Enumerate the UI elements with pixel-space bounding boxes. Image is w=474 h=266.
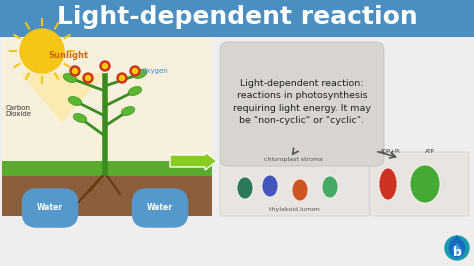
Text: Light-dependent reaction: Light-dependent reaction [56,5,418,29]
Polygon shape [449,236,465,258]
Circle shape [102,64,108,69]
Ellipse shape [262,175,278,197]
Ellipse shape [68,97,82,105]
Text: thylakoid lumen: thylakoid lumen [269,207,319,212]
Circle shape [20,29,64,73]
Ellipse shape [237,177,253,199]
Circle shape [133,69,137,73]
Circle shape [100,61,110,71]
FancyBboxPatch shape [0,0,474,37]
Ellipse shape [410,165,440,203]
Bar [0,34,474,266]
Text: b: b [453,246,461,259]
Text: Carbon
Dioxide: Carbon Dioxide [5,105,31,118]
Circle shape [73,69,78,73]
Circle shape [130,66,140,76]
Ellipse shape [73,114,87,122]
Ellipse shape [64,73,77,82]
Ellipse shape [322,176,338,198]
Circle shape [70,66,80,76]
Bar [2,171,212,216]
FancyBboxPatch shape [220,160,369,216]
Text: Water: Water [147,203,173,213]
Circle shape [117,73,127,83]
Text: Sunlight: Sunlight [48,52,88,60]
Ellipse shape [292,179,308,201]
Ellipse shape [128,86,142,95]
Text: ATP: ATP [425,149,435,154]
Polygon shape [453,244,461,256]
Ellipse shape [379,168,397,200]
Text: Water: Water [37,203,63,213]
Polygon shape [20,73,105,123]
Text: Light-dependent reaction:
reactions in photosynthesis
requiring light energy. It: Light-dependent reaction: reactions in p… [233,79,371,125]
Circle shape [119,76,125,81]
FancyBboxPatch shape [370,152,469,216]
Circle shape [445,236,469,260]
Bar [2,161,212,176]
Text: Oxygen: Oxygen [142,68,168,74]
Circle shape [85,76,91,81]
Text: chloroplast stroma: chloroplast stroma [264,157,323,162]
Ellipse shape [133,69,147,78]
FancyArrow shape [170,152,217,170]
FancyBboxPatch shape [220,42,384,166]
Text: ADP+Pi: ADP+Pi [380,149,401,154]
Circle shape [83,73,93,83]
Bar [2,38,212,216]
Ellipse shape [121,107,135,115]
